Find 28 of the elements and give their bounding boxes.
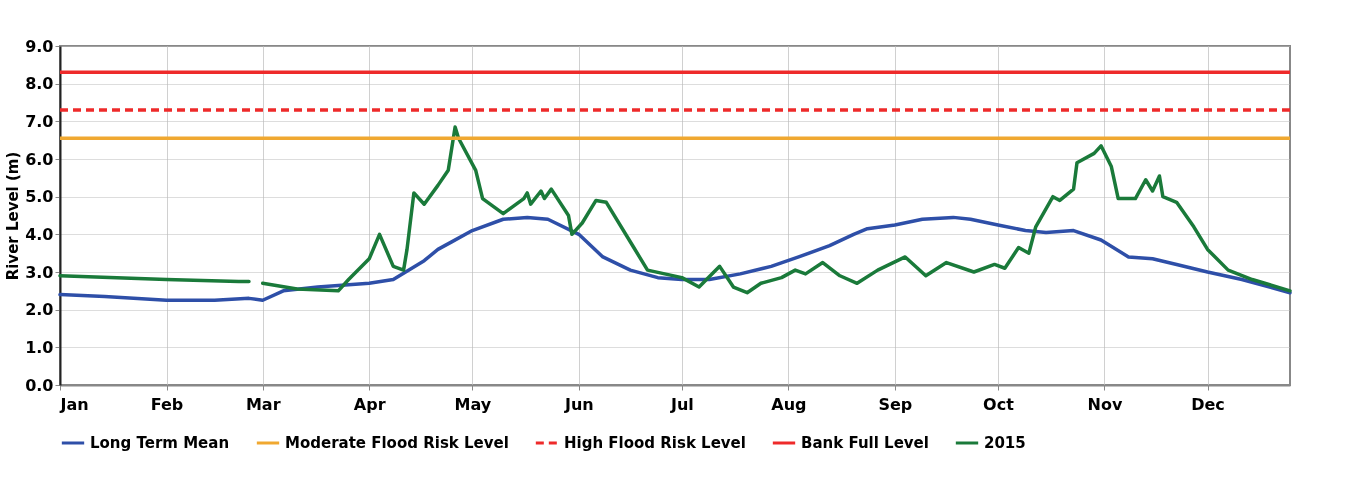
y-tick-label: 4.0 bbox=[25, 224, 54, 244]
legend-label: Moderate Flood Risk Level bbox=[285, 434, 509, 452]
x-tick-label: Sep bbox=[878, 394, 913, 414]
x-tick-label: Nov bbox=[1087, 394, 1123, 414]
legend-label: Bank Full Level bbox=[801, 434, 929, 452]
y-tick-label: 8.0 bbox=[25, 74, 54, 94]
legend-label: High Flood Risk Level bbox=[564, 434, 746, 452]
x-tick-label: Apr bbox=[353, 394, 386, 414]
x-tick-label: Dec bbox=[1191, 394, 1225, 414]
x-tick-label: May bbox=[454, 394, 492, 414]
legend-label: 2015 bbox=[984, 434, 1026, 452]
y-tick-label: 5.0 bbox=[25, 187, 54, 207]
y-tick-label: 0.0 bbox=[25, 375, 54, 395]
y-tick-label: 2.0 bbox=[25, 300, 54, 320]
x-tick-label: Aug bbox=[771, 394, 807, 414]
y-tick-label: 3.0 bbox=[25, 262, 54, 282]
x-tick-label: Jan bbox=[59, 394, 89, 414]
y-tick-label: 6.0 bbox=[25, 149, 54, 169]
x-tick-label: Jun bbox=[563, 394, 594, 414]
legend-label: Long Term Mean bbox=[90, 434, 230, 452]
x-tick-label: Feb bbox=[150, 394, 184, 414]
y-tick-label: 7.0 bbox=[25, 111, 54, 131]
y-axis-title: River Level (m) bbox=[4, 151, 23, 281]
x-tick-label: Oct bbox=[983, 394, 1015, 414]
y-tick-label: 9.0 bbox=[25, 36, 54, 56]
y-tick-label: 1.0 bbox=[25, 337, 54, 357]
x-tick-label: Mar bbox=[245, 394, 281, 414]
x-tick-label: Jul bbox=[669, 394, 694, 414]
